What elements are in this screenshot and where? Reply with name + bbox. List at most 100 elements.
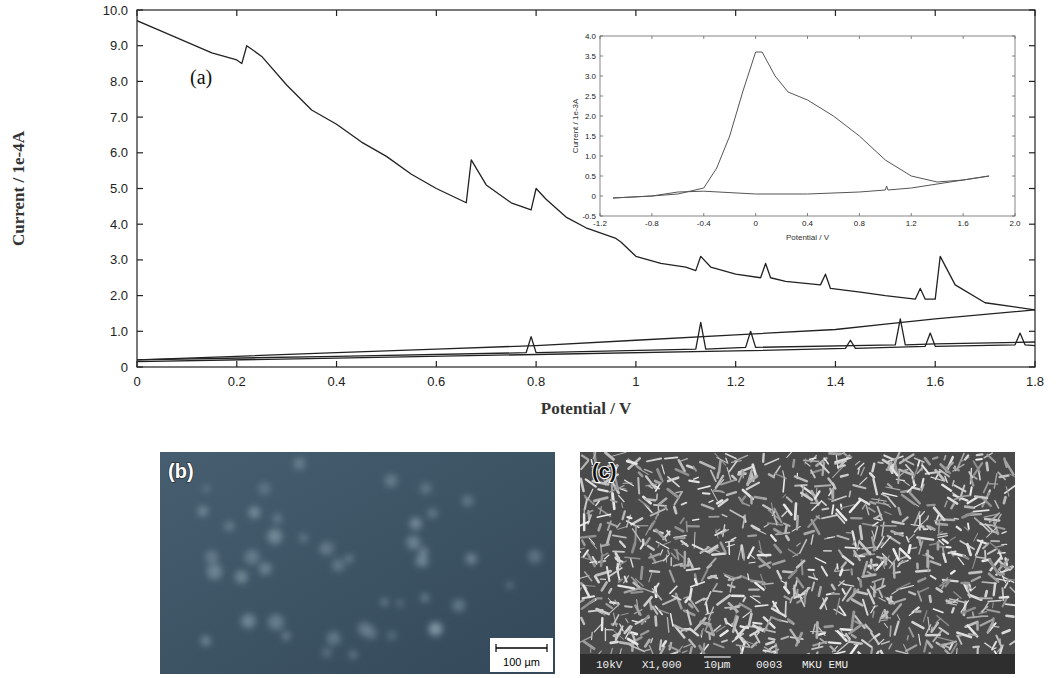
texture-stroke xyxy=(965,527,969,530)
texture-stroke xyxy=(597,514,610,517)
texture-stroke xyxy=(873,479,876,494)
texture-stroke xyxy=(796,594,805,598)
texture-spot xyxy=(429,622,443,636)
texture-stroke xyxy=(986,591,987,596)
texture-stroke xyxy=(596,501,599,505)
texture-stroke xyxy=(832,593,839,595)
texture-spot xyxy=(466,553,477,564)
texture-stroke xyxy=(734,455,747,461)
texture-stroke xyxy=(694,477,698,479)
texture-stroke xyxy=(975,496,987,498)
texture-stroke xyxy=(670,586,677,593)
texture-stroke xyxy=(927,526,931,530)
texture-stroke xyxy=(774,529,781,533)
texture-stroke xyxy=(897,583,910,590)
texture-stroke xyxy=(843,584,854,586)
texture-stroke xyxy=(689,604,692,607)
texture-stroke xyxy=(958,636,962,644)
texture-stroke xyxy=(983,544,988,549)
texture-stroke xyxy=(591,542,597,549)
texture-stroke xyxy=(764,647,776,655)
texture-stroke xyxy=(700,462,714,468)
texture-stroke xyxy=(618,586,634,589)
x-tick xyxy=(536,10,537,16)
texture-stroke xyxy=(676,594,682,609)
texture-stroke xyxy=(580,588,581,600)
texture-stroke xyxy=(689,640,695,647)
texture-stroke xyxy=(625,577,627,582)
texture-stroke xyxy=(726,458,728,462)
texture-spot xyxy=(345,555,352,562)
texture-stroke xyxy=(709,516,719,518)
texture-stroke xyxy=(854,551,860,561)
y-tick xyxy=(137,9,143,10)
texture-stroke xyxy=(602,553,608,556)
texture-stroke xyxy=(850,644,858,655)
texture-stroke xyxy=(944,456,945,460)
texture-stroke xyxy=(971,478,973,485)
texture-stroke xyxy=(721,480,735,484)
info-text: MKU EMU xyxy=(802,659,848,671)
texture-spot xyxy=(203,485,210,492)
texture-stroke xyxy=(811,631,826,633)
texture-stroke xyxy=(738,547,741,560)
texture-stroke xyxy=(687,610,691,624)
texture-stroke xyxy=(967,586,970,598)
texture-stroke xyxy=(894,549,899,560)
texture-spot xyxy=(406,536,420,550)
texture-stroke xyxy=(1010,641,1015,644)
y-tick-label: 0 xyxy=(592,192,597,201)
texture-stroke xyxy=(670,558,672,565)
texture-stroke xyxy=(871,606,875,613)
texture-stroke xyxy=(784,587,789,593)
texture-stroke xyxy=(598,612,602,614)
texture-stroke xyxy=(763,505,771,509)
y-tick xyxy=(1012,116,1015,117)
texture-stroke xyxy=(727,492,736,495)
texture-stroke xyxy=(925,625,930,635)
texture-stroke xyxy=(946,603,956,605)
texture-stroke xyxy=(878,462,883,465)
texture-stroke xyxy=(829,452,840,455)
texture-stroke xyxy=(633,529,641,542)
texture-stroke xyxy=(691,582,705,587)
y-tick xyxy=(1029,295,1035,296)
y-tick xyxy=(600,156,603,157)
texture-stroke xyxy=(631,577,637,583)
texture-stroke xyxy=(963,556,968,559)
texture-stroke xyxy=(904,645,908,653)
texture-stroke xyxy=(832,505,833,514)
texture-stroke xyxy=(919,515,921,530)
texture-stroke xyxy=(750,596,760,603)
texture-stroke xyxy=(726,454,736,459)
texture-stroke xyxy=(822,515,837,518)
texture-stroke xyxy=(580,600,584,604)
texture-stroke xyxy=(917,518,928,529)
texture-stroke xyxy=(702,570,708,581)
texture-stroke xyxy=(667,531,669,535)
panel-label: (a) xyxy=(190,66,212,89)
texture-stroke xyxy=(731,538,736,541)
x-tick xyxy=(1034,361,1035,367)
texture-stroke xyxy=(880,619,888,621)
texture-stroke xyxy=(982,493,989,507)
texture-stroke xyxy=(766,642,773,645)
texture-stroke xyxy=(834,567,836,571)
texture-stroke xyxy=(614,487,626,489)
texture-stroke xyxy=(822,567,827,576)
texture-stroke xyxy=(909,592,915,594)
texture-stroke xyxy=(873,611,874,617)
texture-stroke xyxy=(781,637,788,639)
texture-stroke xyxy=(925,458,930,464)
texture-stroke xyxy=(600,507,602,514)
texture-stroke xyxy=(783,471,785,478)
texture-stroke xyxy=(701,622,711,625)
texture-stroke xyxy=(899,560,908,563)
texture-stroke xyxy=(977,453,982,456)
texture-stroke xyxy=(663,598,677,605)
y-tick xyxy=(137,188,143,189)
texture-stroke xyxy=(729,603,738,611)
plot-frame xyxy=(600,36,1015,216)
texture-stroke xyxy=(800,540,807,554)
texture-stroke xyxy=(969,472,972,478)
